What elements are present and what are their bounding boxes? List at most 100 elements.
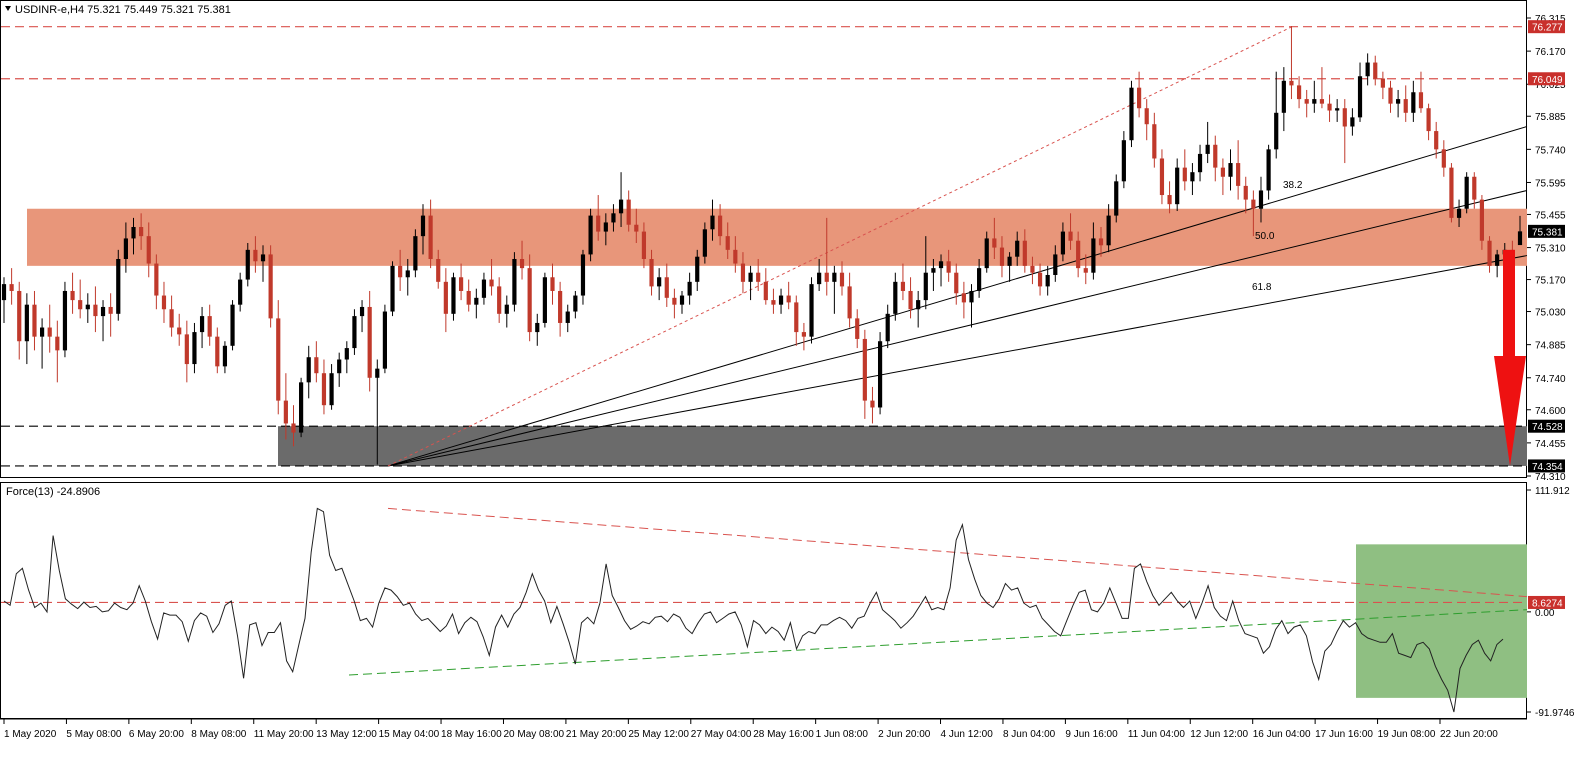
candle [1449,163,1454,223]
candle-body [1365,62,1370,77]
candle [733,236,738,273]
candle [1335,99,1340,122]
candle-body [900,281,906,291]
candle-body [1312,99,1317,104]
candle-body [1296,85,1302,100]
price-tick-label: 74.310 [1535,472,1566,483]
candle-body [238,279,243,305]
candle [634,208,639,244]
candle [535,313,540,346]
candle [1144,99,1149,141]
candle [146,222,151,278]
candle-body [1266,149,1271,191]
candle-body [1228,163,1233,177]
candle [618,172,624,228]
candle-body [428,215,433,259]
candle [725,222,730,259]
candle-body [177,327,182,335]
candle [268,245,273,328]
candle-body [481,279,487,298]
candle-body [832,272,837,282]
candle [1236,140,1241,200]
candle [245,243,250,287]
candle [1251,190,1256,237]
candle [1159,149,1165,205]
candle-body [710,215,715,230]
candle-body [1403,99,1408,113]
bearish-arrow [1494,249,1526,466]
candle [85,293,90,323]
candle-body [306,357,311,383]
candle [1106,204,1111,253]
candle [565,304,570,333]
candle [847,272,852,328]
price-tick-label: 74.885 [1535,341,1566,352]
candle [1426,103,1431,141]
candle-body [1197,153,1203,173]
candle [451,272,456,321]
candle-body [1205,144,1210,154]
candle [344,341,349,374]
candle-body [535,322,540,333]
candle [862,329,867,419]
force-level-tag-label: 8.6274 [1532,598,1563,609]
level-tag [1528,419,1565,433]
price-tick-label: 75.740 [1535,145,1566,156]
candle-body [984,238,989,269]
price-tick-label: 75.170 [1535,276,1566,287]
candle [481,272,487,305]
candle-body [748,272,753,282]
candle [573,290,578,319]
candle-body [1472,176,1477,200]
candle-body [725,236,730,250]
candle [1022,229,1027,273]
candle [9,268,14,305]
candle [169,295,174,337]
candle [695,249,700,291]
candle [1479,195,1485,250]
candle-body [1114,181,1119,216]
candle [390,261,395,317]
candle [1190,163,1195,196]
candle-body [199,316,205,333]
candle-body [1373,62,1378,79]
candle-body [1076,240,1081,269]
candle-body [1396,99,1401,104]
time-tick-label: 20 May 08:00 [503,729,564,740]
candle [116,249,121,321]
candle [664,263,669,307]
candle-body [443,281,448,314]
time-tick-label: 11 Jun 04:00 [1128,729,1186,740]
candle-body [611,213,616,223]
collapse-triangle-icon[interactable] [5,6,11,11]
time-tick-label: 25 May 12:00 [628,729,689,740]
candle [923,236,928,310]
price-tick-label: 74.600 [1535,406,1566,417]
candle-body [1487,240,1492,266]
time-tick-label: 19 Jun 08:00 [1378,729,1436,740]
candle [253,236,258,273]
force-tick-label: 111.912 [1535,486,1570,497]
candle [1083,254,1088,285]
candle-body [664,277,669,298]
arrow-shaft [1503,249,1515,358]
time-tick-label: 21 May 20:00 [566,729,627,740]
candle [893,272,898,321]
candle [657,268,662,301]
candle [946,249,951,282]
candle-body [161,295,167,310]
candle-body [527,268,532,333]
candle [489,258,494,296]
candle [1411,80,1416,122]
time-tick-label: 6 May 20:00 [129,729,184,740]
candle [382,304,387,374]
candle [466,279,471,312]
level-tag [1528,72,1565,86]
candle [1197,144,1203,182]
candle [710,199,715,241]
candle-body [1289,80,1294,86]
candle-body [954,272,959,294]
candle-body [550,277,555,291]
candle [855,309,860,349]
time-tick-label: 1 Jun 08:00 [816,729,869,740]
